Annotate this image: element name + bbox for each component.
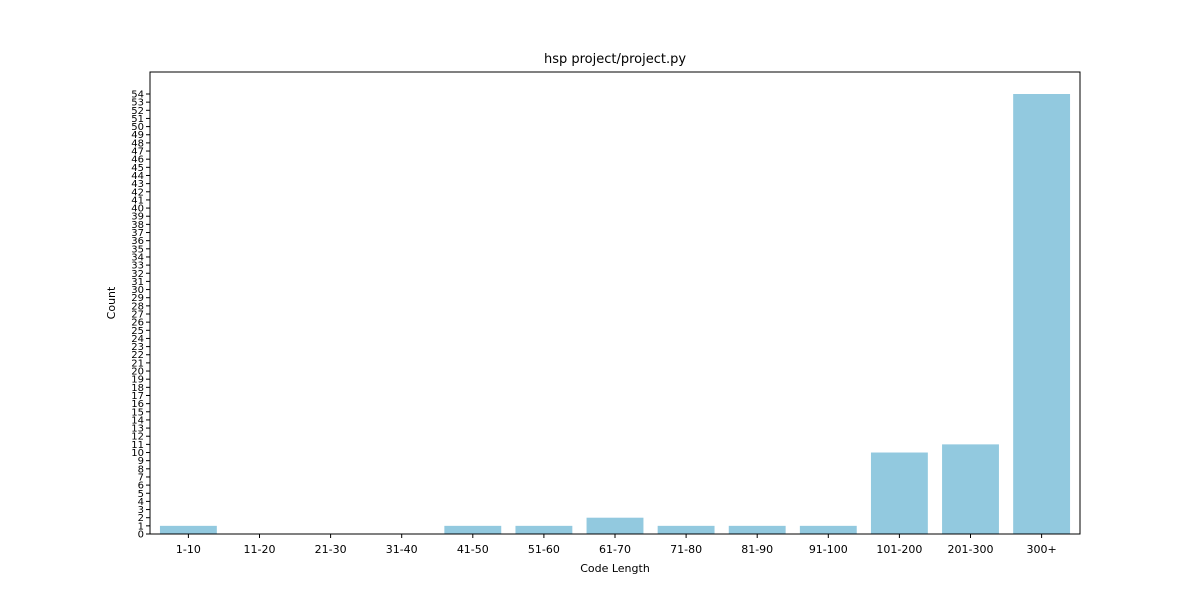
y-tick-label: 32 <box>131 269 144 280</box>
y-tick-label: 20 <box>131 367 144 378</box>
y-tick-label: 36 <box>131 236 144 247</box>
y-tick-label: 23 <box>131 342 144 353</box>
y-tick-label: 14 <box>131 415 144 426</box>
y-tick-label: 9 <box>138 456 144 467</box>
y-tick-label: 4 <box>138 497 144 508</box>
y-tick-label: 2 <box>138 513 144 524</box>
y-tick-label: 11 <box>131 440 144 451</box>
y-tick-label: 45 <box>131 163 144 174</box>
x-axis-ticks: 1-10 11-20 21-30 31-40 41-50 51-60 61-70 71-80 8… <box>176 534 1057 556</box>
y-tick-label: 46 <box>131 155 144 166</box>
y-tick-label: 10 <box>131 448 144 459</box>
y-tick-label: 30 <box>131 285 144 296</box>
y-tick-label: 22 <box>131 350 144 361</box>
x-tick-label: 31-40 <box>386 543 418 556</box>
y-tick-label: 3 <box>138 505 144 516</box>
bars-group <box>159 94 1071 534</box>
y-tick-label: 17 <box>131 391 144 402</box>
bar-300+ <box>1013 94 1071 534</box>
x-tick-label: 91-100 <box>809 543 848 556</box>
y-tick-label: 15 <box>131 407 144 418</box>
x-tick-label: 11-20 <box>244 543 276 556</box>
y-tick-label: 51 <box>131 114 144 125</box>
y-tick-label: 33 <box>131 261 144 272</box>
y-tick-label: 50 <box>131 122 144 133</box>
y-tick-label: 12 <box>131 432 144 443</box>
y-tick-label: 52 <box>131 106 144 117</box>
y-tick-label: 47 <box>131 147 144 158</box>
y-tick-label: 44 <box>131 171 144 182</box>
y-tick-label: 1 <box>138 521 144 532</box>
y-tick-label: 7 <box>138 472 144 483</box>
y-tick-label: 6 <box>138 481 144 492</box>
y-tick-label: 41 <box>131 195 144 206</box>
x-tick-label: 71-80 <box>670 543 702 556</box>
bar-61-70 <box>586 517 644 534</box>
bar-51-60 <box>515 525 573 534</box>
bar-201-300 <box>942 444 999 534</box>
plot-area-frame <box>149 71 1081 535</box>
y-tick-label: 28 <box>131 301 144 312</box>
y-tick-label: 18 <box>131 383 144 394</box>
y-tick-label: 25 <box>131 326 144 337</box>
y-tick-label: 29 <box>131 293 144 304</box>
x-tick-label: 51-60 <box>528 543 560 556</box>
chart-title: hsp project/project.py <box>544 52 686 67</box>
y-tick-label: 24 <box>131 334 144 345</box>
y-tick-label: 5 <box>138 489 144 500</box>
x-tick-label: 81-90 <box>741 543 773 556</box>
x-tick-label: 300+ <box>1026 543 1056 556</box>
bar-81-90 <box>728 525 786 534</box>
y-tick-label: 19 <box>131 375 144 386</box>
y-tick-label: 49 <box>131 130 144 141</box>
y-tick-label: 0 <box>138 530 144 541</box>
bar-71-80 <box>657 525 715 534</box>
x-tick-label: 101-200 <box>876 543 922 556</box>
y-tick-label: 35 <box>131 244 144 255</box>
y-tick-label: 39 <box>131 212 144 223</box>
bar-91-100 <box>799 525 857 534</box>
x-axis-label: Code Length <box>580 562 650 575</box>
y-tick-label: 26 <box>131 318 144 329</box>
y-tick-label: 16 <box>131 399 144 410</box>
y-tick-label: 43 <box>131 179 144 190</box>
y-tick-label: 13 <box>131 424 144 435</box>
y-tick-label: 38 <box>131 220 144 231</box>
y-tick-label: 8 <box>138 464 144 475</box>
x-tick-label: 201-300 <box>948 543 994 556</box>
x-tick-label: 1-10 <box>176 543 201 556</box>
y-tick-label: 48 <box>131 138 144 149</box>
bar-101-200 <box>870 452 928 534</box>
bar-1-10 <box>159 525 217 534</box>
y-tick-label: 37 <box>131 228 144 239</box>
x-tick-label: 61-70 <box>599 543 631 556</box>
y-tick-label: 27 <box>131 310 144 321</box>
y-axis-ticks: 0123456789101112131415161718192021222324… <box>131 90 150 541</box>
y-tick-label: 34 <box>131 252 144 263</box>
x-tick-label: 21-30 <box>315 543 347 556</box>
y-tick-label: 53 <box>131 98 144 109</box>
y-tick-label: 42 <box>131 187 144 198</box>
bar-41-50 <box>444 525 502 534</box>
y-tick-label: 21 <box>131 358 144 369</box>
y-axis-label: Count <box>105 286 118 319</box>
y-tick-label: 40 <box>131 204 144 215</box>
y-tick-label: 31 <box>131 277 144 288</box>
y-tick-label: 54 <box>131 90 144 101</box>
x-tick-label: 41-50 <box>457 543 489 556</box>
